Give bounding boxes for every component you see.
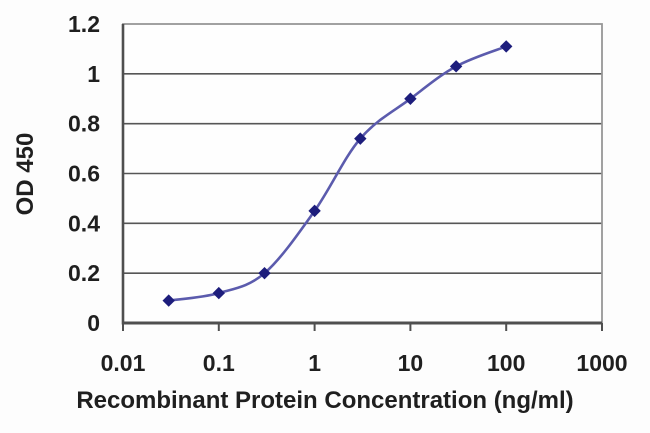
y-tick-label: 0.2	[68, 260, 100, 286]
data-point-marker	[212, 286, 225, 300]
x-tick-label: 1	[308, 350, 321, 376]
y-tick-label: 0.6	[68, 161, 100, 187]
x-tick-label: 100	[487, 350, 525, 376]
x-tick-label: 10	[398, 350, 424, 376]
x-tick-label: 0.1	[203, 350, 235, 376]
y-tick-label: 1.2	[68, 11, 100, 37]
series-line	[167, 45, 508, 302]
y-tick-label: 1	[87, 61, 100, 87]
data-point-marker	[404, 92, 417, 105]
y-tick-label: 0.4	[68, 210, 100, 236]
data-point-marker	[308, 204, 321, 218]
data-point-marker	[449, 60, 463, 73]
y-tick-label: 0	[87, 310, 100, 336]
data-point-marker	[258, 266, 271, 280]
y-tick-label: 0.8	[68, 111, 100, 137]
data-point-marker	[354, 132, 367, 145]
data-point-marker	[162, 294, 175, 307]
x-axis-title: Recombinant Protein Concentration (ng/ml…	[76, 387, 574, 414]
data-point-marker	[500, 40, 513, 53]
x-tick-label: 0.01	[101, 350, 146, 376]
y-axis-title: OD 450	[12, 132, 39, 216]
x-tick-label: 1000	[576, 350, 627, 376]
